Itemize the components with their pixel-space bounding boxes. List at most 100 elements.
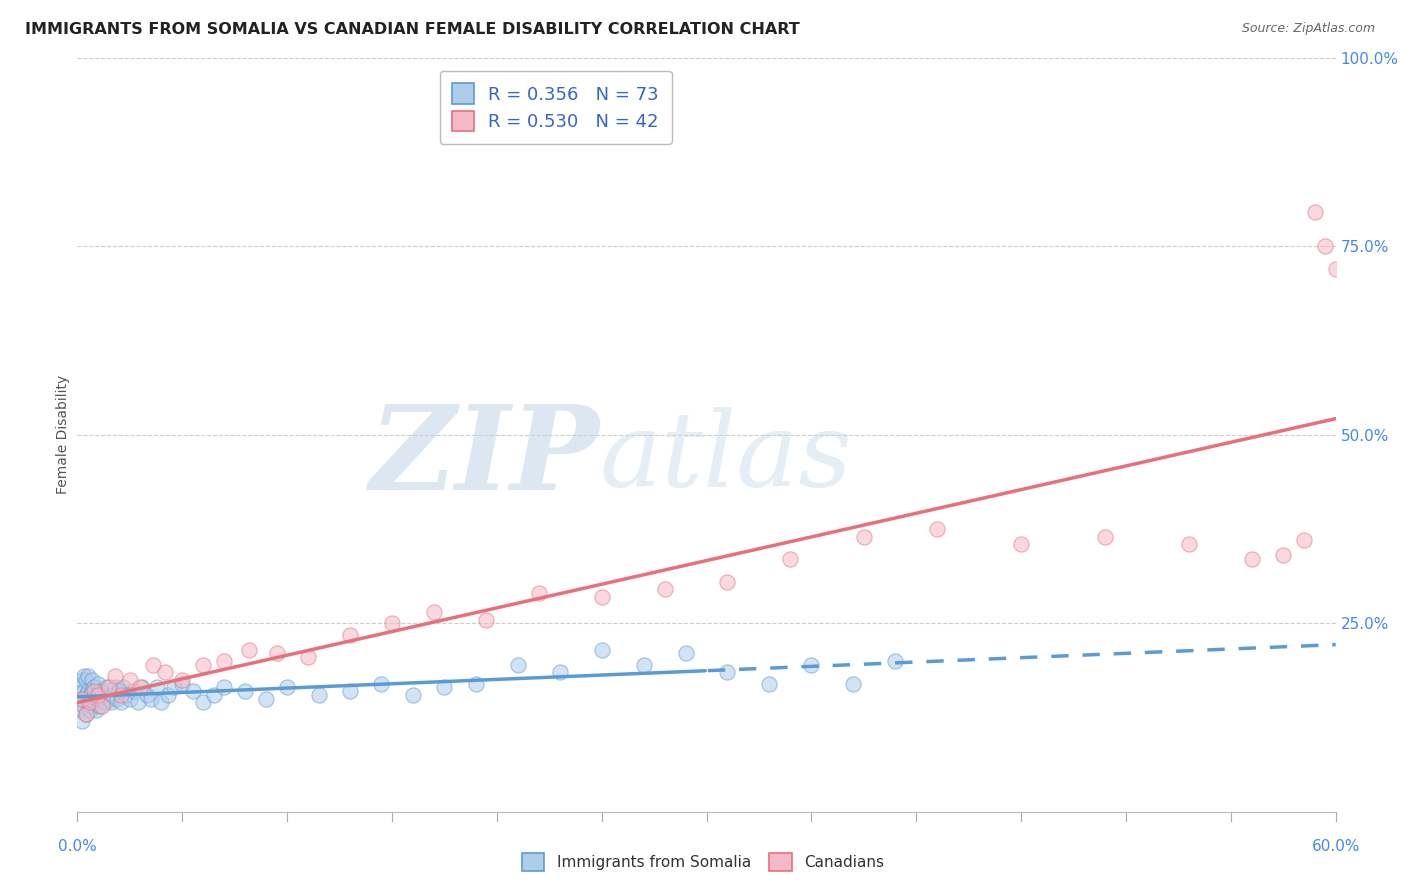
Point [591, 642, 613, 657]
Point [423, 605, 446, 619]
Point [297, 650, 319, 665]
Point [87, 676, 110, 690]
Point [89, 699, 111, 714]
Point [842, 676, 865, 690]
Point [1094, 530, 1116, 544]
Point [1355, 579, 1378, 593]
Point [118, 673, 141, 687]
Point [70, 691, 93, 706]
Point [927, 522, 949, 536]
Point [591, 590, 613, 604]
Text: ZIP: ZIP [370, 400, 599, 515]
Point [155, 665, 177, 680]
Point [716, 574, 738, 589]
Point [212, 681, 235, 695]
Point [80, 673, 103, 687]
Point [108, 684, 131, 698]
Legend: Immigrants from Somalia, Canadians: Immigrants from Somalia, Canadians [516, 847, 890, 877]
Point [80, 684, 103, 698]
Point [72, 669, 94, 683]
Point [276, 681, 298, 695]
Point [76, 684, 98, 698]
Point [800, 657, 823, 672]
Point [212, 654, 235, 668]
Point [475, 613, 498, 627]
Point [79, 695, 101, 709]
Point [84, 703, 107, 717]
Point [127, 695, 149, 709]
Point [135, 688, 157, 702]
Point [97, 691, 120, 706]
Point [87, 691, 110, 706]
Point [1324, 262, 1347, 277]
Point [1272, 549, 1295, 563]
Point [1334, 51, 1357, 65]
Point [1294, 533, 1316, 548]
Point [76, 695, 98, 709]
Point [104, 681, 127, 695]
Point [72, 684, 94, 698]
Point [87, 688, 110, 702]
Point [84, 688, 107, 702]
Point [433, 681, 456, 695]
Point [114, 688, 136, 702]
Point [89, 684, 111, 698]
Point [122, 684, 145, 698]
Point [633, 657, 655, 672]
Point [80, 699, 103, 714]
Point [202, 688, 225, 702]
Point [464, 676, 486, 690]
Point [70, 673, 93, 687]
Point [238, 642, 260, 657]
Point [146, 681, 169, 695]
Point [548, 665, 571, 680]
Point [1346, 549, 1368, 563]
Point [79, 688, 101, 702]
Point [779, 552, 801, 566]
Point [884, 654, 907, 668]
Text: IMMIGRANTS FROM SOMALIA VS CANADIAN FEMALE DISABILITY CORRELATION CHART: IMMIGRANTS FROM SOMALIA VS CANADIAN FEMA… [25, 22, 800, 37]
Point [1315, 239, 1337, 253]
Text: 0.0%: 0.0% [58, 839, 97, 854]
Point [172, 673, 194, 687]
Point [79, 703, 101, 717]
Point [110, 688, 132, 702]
Point [181, 684, 204, 698]
Point [142, 657, 165, 672]
Point [1010, 537, 1032, 551]
Point [105, 691, 128, 706]
Point [112, 681, 135, 695]
Legend: R = 0.356   N = 73, R = 0.530   N = 42: R = 0.356 N = 73, R = 0.530 N = 42 [440, 70, 672, 145]
Point [1178, 537, 1201, 551]
Text: 60.0%: 60.0% [1312, 839, 1360, 854]
Point [139, 691, 162, 706]
Point [716, 665, 738, 680]
Point [110, 695, 132, 709]
Point [654, 582, 676, 597]
Point [163, 681, 186, 695]
Point [83, 695, 105, 709]
Point [675, 647, 697, 661]
Point [233, 684, 256, 698]
Point [506, 657, 529, 672]
Point [118, 691, 141, 706]
Point [75, 706, 97, 721]
Point [129, 681, 152, 695]
Point [72, 699, 94, 714]
Text: Source: ZipAtlas.com: Source: ZipAtlas.com [1241, 22, 1375, 36]
Point [67, 703, 90, 717]
Point [402, 688, 425, 702]
Point [1303, 205, 1326, 219]
Point [131, 681, 153, 695]
Point [91, 699, 114, 714]
Point [191, 695, 215, 709]
Point [191, 657, 215, 672]
Point [93, 695, 115, 709]
Point [852, 530, 875, 544]
Point [101, 688, 124, 702]
Point [104, 669, 127, 683]
Text: atlas: atlas [599, 407, 852, 508]
Point [83, 681, 105, 695]
Point [97, 681, 120, 695]
Point [339, 627, 361, 641]
